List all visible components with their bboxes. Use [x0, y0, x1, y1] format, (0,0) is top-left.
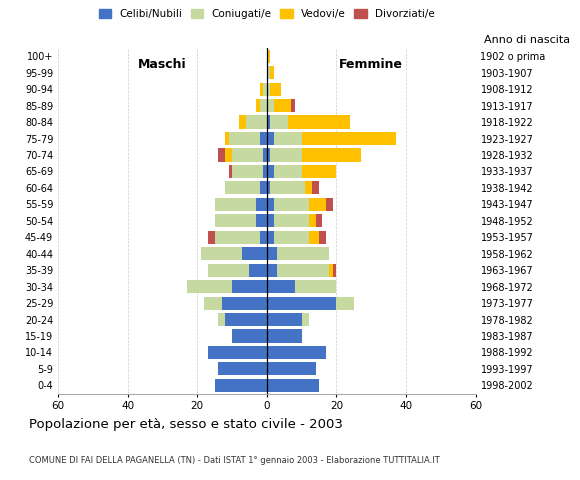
Bar [208, 264, 249, 277]
Bar [232, 280, 267, 293]
Bar [239, 116, 246, 129]
Bar [274, 214, 309, 228]
Bar [267, 99, 274, 112]
Legend: Celibi/Nubili, Coniugati/e, Vedovi/e, Divorziati/e: Celibi/Nubili, Coniugati/e, Vedovi/e, Di… [95, 5, 439, 23]
Bar [225, 132, 229, 145]
Bar [309, 198, 326, 211]
Bar [201, 247, 242, 260]
Bar [267, 264, 277, 277]
Text: Femmine: Femmine [339, 58, 403, 71]
Bar [260, 99, 267, 112]
Bar [267, 297, 336, 310]
Bar [225, 148, 232, 162]
Bar [274, 99, 291, 112]
Bar [270, 116, 288, 129]
Bar [229, 165, 232, 178]
Bar [225, 181, 260, 194]
Bar [267, 231, 274, 244]
Bar [336, 297, 354, 310]
Bar [260, 83, 263, 96]
Bar [267, 148, 270, 162]
Bar [302, 313, 309, 326]
Bar [263, 83, 267, 96]
Bar [225, 313, 267, 326]
Bar [242, 247, 267, 260]
Bar [256, 198, 267, 211]
Bar [267, 49, 270, 63]
Bar [267, 132, 274, 145]
Bar [302, 148, 361, 162]
Bar [215, 379, 267, 392]
Bar [305, 181, 312, 194]
Text: COMUNE DI FAI DELLA PAGANELLA (TN) - Dati ISTAT 1° gennaio 2003 - Elaborazione T: COMUNE DI FAI DELLA PAGANELLA (TN) - Dat… [29, 456, 440, 465]
Text: Maschi: Maschi [138, 58, 187, 71]
Bar [288, 116, 350, 129]
Bar [208, 231, 215, 244]
Bar [267, 116, 270, 129]
Bar [274, 198, 309, 211]
Text: Anno di nascita: Anno di nascita [484, 35, 570, 45]
Bar [270, 181, 305, 194]
Bar [267, 165, 274, 178]
Bar [270, 66, 274, 79]
Bar [291, 99, 295, 112]
Bar [256, 214, 267, 228]
Bar [302, 165, 336, 178]
Bar [267, 329, 302, 343]
Bar [267, 280, 295, 293]
Bar [187, 280, 232, 293]
Bar [326, 198, 333, 211]
Bar [333, 264, 336, 277]
Bar [267, 379, 319, 392]
Bar [267, 83, 270, 96]
Bar [309, 214, 316, 228]
Bar [267, 362, 316, 375]
Bar [319, 231, 326, 244]
Bar [218, 313, 225, 326]
Bar [267, 214, 274, 228]
Bar [260, 231, 267, 244]
Bar [329, 264, 333, 277]
Bar [232, 148, 263, 162]
Bar [309, 231, 319, 244]
Bar [267, 346, 326, 359]
Bar [267, 198, 274, 211]
Bar [277, 264, 329, 277]
Bar [263, 165, 267, 178]
Bar [222, 297, 267, 310]
Bar [267, 313, 302, 326]
Bar [246, 116, 267, 129]
Bar [302, 132, 396, 145]
Bar [249, 264, 267, 277]
Bar [215, 198, 256, 211]
Bar [232, 165, 263, 178]
Bar [260, 181, 267, 194]
Bar [229, 132, 260, 145]
Text: Popolazione per età, sesso e stato civile - 2003: Popolazione per età, sesso e stato civil… [29, 418, 343, 431]
Bar [316, 214, 322, 228]
Bar [270, 148, 302, 162]
Bar [277, 247, 329, 260]
Bar [260, 132, 267, 145]
Bar [270, 83, 281, 96]
Bar [274, 231, 309, 244]
Bar [208, 346, 267, 359]
Bar [274, 132, 302, 145]
Bar [215, 214, 256, 228]
Bar [263, 148, 267, 162]
Bar [232, 329, 267, 343]
Bar [256, 99, 260, 112]
Bar [295, 280, 336, 293]
Bar [215, 231, 260, 244]
Bar [218, 148, 225, 162]
Bar [267, 181, 270, 194]
Bar [218, 362, 267, 375]
Bar [204, 297, 222, 310]
Bar [267, 247, 277, 260]
Bar [274, 165, 302, 178]
Bar [312, 181, 319, 194]
Bar [267, 66, 270, 79]
